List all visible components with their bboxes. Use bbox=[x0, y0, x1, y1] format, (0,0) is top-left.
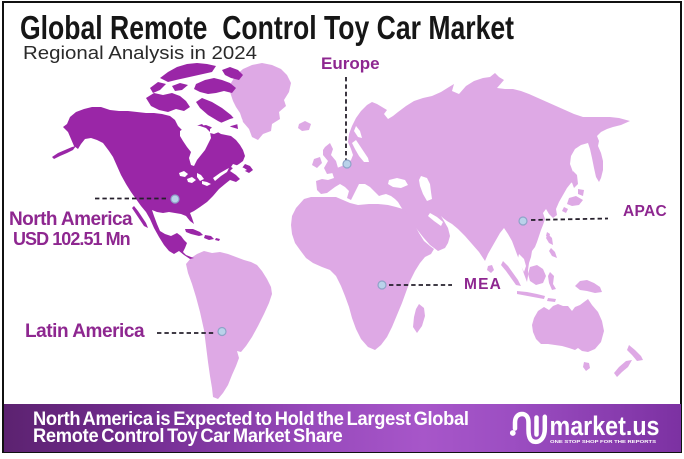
svg-text:market.us: market.us bbox=[550, 411, 660, 441]
svg-text:ONE STOP SHOP FOR THE REPORTS: ONE STOP SHOP FOR THE REPORTS bbox=[550, 439, 656, 444]
